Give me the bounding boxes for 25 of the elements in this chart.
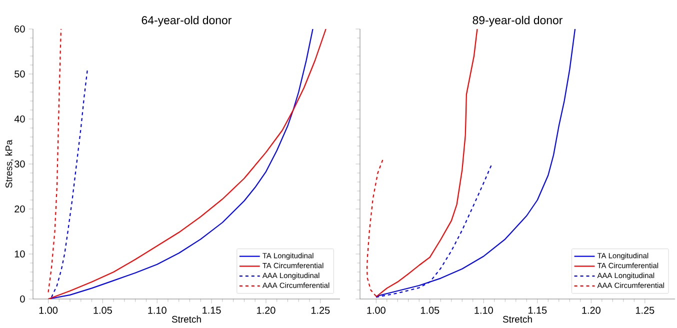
y-tick-label: 50 <box>14 70 25 78</box>
x-tick-label: 1.05 <box>94 306 112 314</box>
x-tick-label: 1.00 <box>367 306 386 314</box>
y-tick-label: 40 <box>14 115 25 123</box>
chart-title: 89-year-old donor <box>472 16 563 27</box>
y-tick-label: 10 <box>14 250 25 258</box>
line-series <box>48 29 62 293</box>
x-tick-label: 1.15 <box>202 306 221 314</box>
y-tick-label: 60 <box>14 25 25 33</box>
x-tick-label: 1.25 <box>636 306 654 314</box>
y-tick-label: 20 <box>14 205 25 213</box>
x-axis-title: Stretch <box>172 316 201 323</box>
chart-title: 64-year-old donor <box>142 16 232 27</box>
x-tick-label: 1.10 <box>148 306 166 314</box>
x-tick-label: 1.25 <box>311 306 330 314</box>
y-tick-label: 0 <box>20 295 25 303</box>
x-tick-label: 1.10 <box>474 306 493 314</box>
x-tick-label: 1.20 <box>257 306 276 314</box>
x-tick-label: 1.05 <box>420 306 440 314</box>
x-tick-label: 1.15 <box>528 306 547 314</box>
x-tick-label: 1.00 <box>39 306 58 314</box>
x-axis-title: Stretch <box>502 316 532 323</box>
y-tick-label: 30 <box>14 160 25 168</box>
y-axis-title: Stress, kPa <box>5 140 14 188</box>
x-tick-label: 1.20 <box>582 306 600 314</box>
